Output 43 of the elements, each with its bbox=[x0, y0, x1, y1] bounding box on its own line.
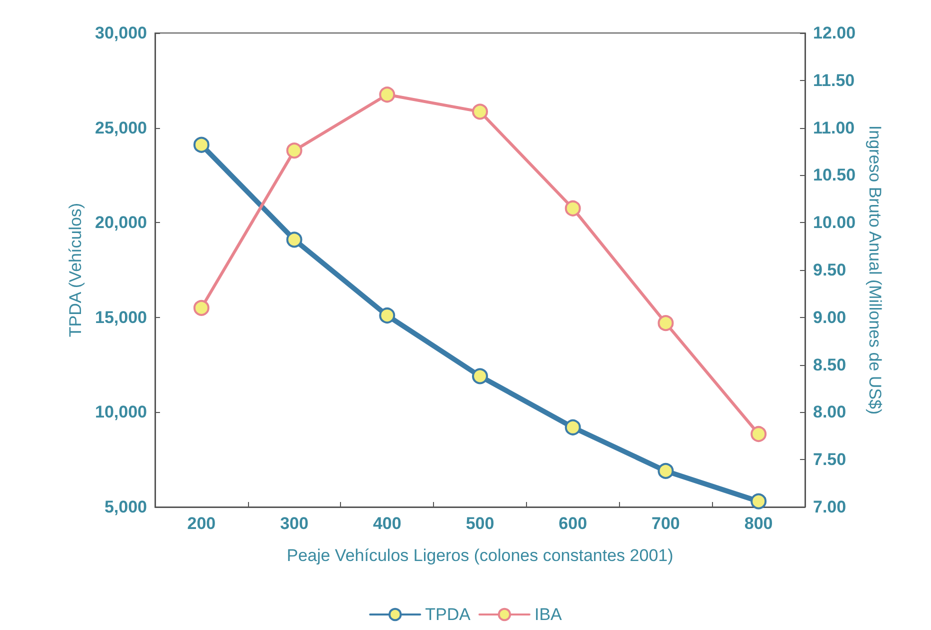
y2-tick-label: 8.00 bbox=[813, 402, 846, 422]
point bbox=[472, 368, 488, 384]
x-tick-label: 200 bbox=[187, 514, 216, 533]
point bbox=[193, 300, 210, 316]
point bbox=[472, 104, 488, 120]
point bbox=[286, 142, 302, 159]
x-axis-title: Peaje Vehículos Ligeros (colones constantes 2001) bbox=[286, 546, 674, 565]
x-tick-label: 300 bbox=[280, 514, 308, 533]
y-tick-label: 15,000 bbox=[95, 308, 147, 327]
y2-tick-label: 8.50 bbox=[813, 355, 846, 374]
point bbox=[379, 308, 396, 324]
point bbox=[193, 136, 210, 153]
y2-tick-label: 11.50 bbox=[813, 70, 855, 90]
y-tick-label: 10,000 bbox=[95, 402, 147, 422]
x-tick-label: 800 bbox=[744, 514, 773, 533]
y-tick-label: 25,000 bbox=[95, 118, 147, 138]
y-tick-label: 20,000 bbox=[95, 213, 147, 232]
y-tick-label: 30,000 bbox=[95, 24, 147, 42]
y2-tick-label: 7.50 bbox=[813, 450, 846, 470]
point bbox=[379, 86, 396, 103]
y2-tick-label: 10.50 bbox=[813, 166, 856, 185]
x-tick-label: 700 bbox=[652, 514, 680, 533]
legend-label: IBA bbox=[534, 605, 563, 624]
y2-tick-label: 7.00 bbox=[813, 498, 846, 516]
y2-tick-label: 9.00 bbox=[813, 308, 846, 327]
x-tick-label: 400 bbox=[372, 514, 402, 533]
y2-tick-label: 9.50 bbox=[813, 260, 846, 280]
point bbox=[750, 493, 767, 510]
y2-tick-label: 12.00 bbox=[813, 24, 856, 42]
point bbox=[564, 419, 581, 436]
x-tick-label: 500 bbox=[466, 514, 494, 533]
y2-tick-label: 11.00 bbox=[813, 118, 855, 138]
y2-axis-title: Ingreso Bruto Anual (Millones de US$) bbox=[865, 125, 884, 415]
x-tick-label: 600 bbox=[558, 514, 588, 533]
y-axis-title: TPDA (Vehículos) bbox=[66, 202, 86, 338]
point bbox=[564, 200, 581, 216]
point bbox=[286, 232, 302, 248]
point bbox=[658, 462, 674, 479]
point bbox=[658, 315, 674, 332]
point bbox=[750, 426, 767, 442]
y-tick-label: 5,000 bbox=[104, 498, 147, 516]
legend-label: TPDA bbox=[425, 605, 472, 624]
y2-tick-label: 10.00 bbox=[813, 213, 856, 232]
